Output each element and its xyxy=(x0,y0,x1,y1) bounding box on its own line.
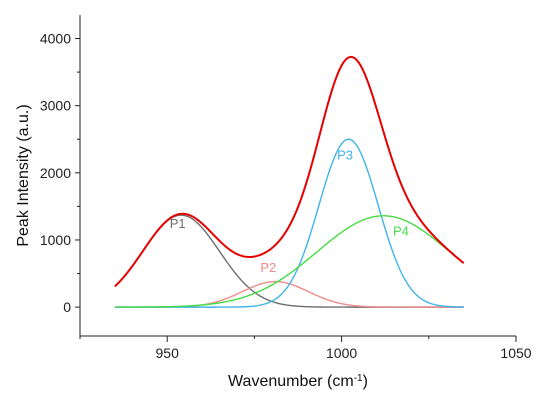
peak-label-p3: P3 xyxy=(337,147,353,162)
curves-layer xyxy=(114,55,465,308)
peak-label-p2: P2 xyxy=(260,260,276,275)
sum-fit-curve xyxy=(114,55,465,288)
y-tick-label: 4000 xyxy=(40,31,71,47)
y-tick-label: 0 xyxy=(63,299,71,315)
y-axis-title: Peak Intensity (a.u.) xyxy=(15,104,32,246)
x-tick-label: 950 xyxy=(156,345,180,361)
y-tick-label: 1000 xyxy=(40,232,71,248)
peak-labels-layer: P1 P2 P3 P4 xyxy=(170,147,409,275)
y-tick-label: 3000 xyxy=(40,98,71,114)
x-tick-label: 1050 xyxy=(500,345,531,361)
peak-label-p4: P4 xyxy=(393,223,409,238)
ticks-layer: 0 1000 2000 3000 4000 950 1000 1050 xyxy=(40,31,532,361)
series-line-p1 xyxy=(114,214,464,308)
peak-label-p1: P1 xyxy=(170,216,186,231)
x-tick-label: 1000 xyxy=(326,345,357,361)
axes-layer xyxy=(79,15,516,337)
series-line-p4 xyxy=(114,215,465,308)
x-axis-title: Wavenumber (cm-1) xyxy=(228,373,368,391)
y-tick-label: 2000 xyxy=(40,165,71,181)
